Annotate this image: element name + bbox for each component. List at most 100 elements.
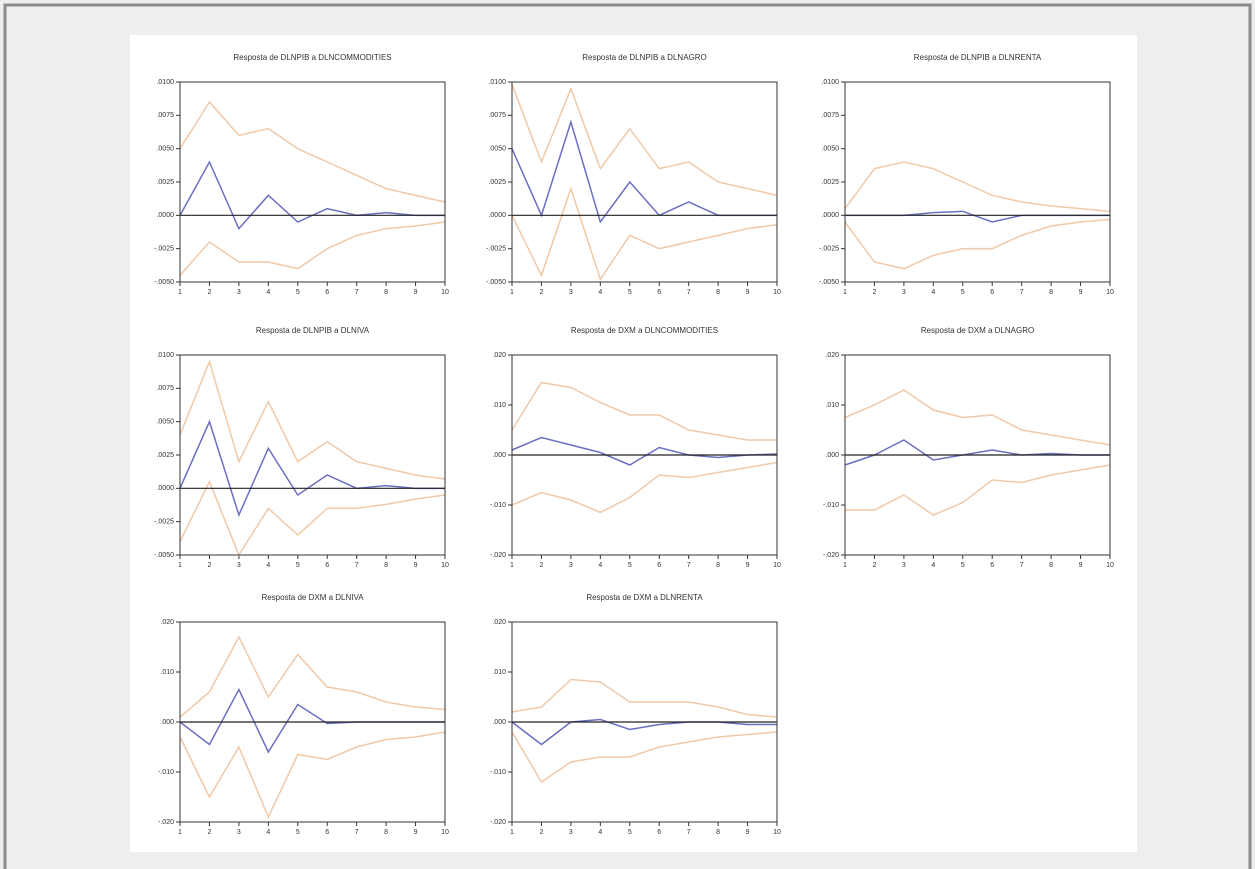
x-tick-label: 6 <box>990 289 994 296</box>
y-tick-label: -.0025 <box>154 519 174 526</box>
x-tick-label: 10 <box>441 289 449 296</box>
y-tick-label: .0100 <box>156 79 174 86</box>
y-tick-label: .020 <box>492 619 506 626</box>
y-tick-label: .020 <box>825 352 839 359</box>
y-tick-label: .0050 <box>156 146 174 153</box>
x-tick-label: 4 <box>266 562 270 569</box>
series-line <box>179 221 446 276</box>
plot-frame <box>179 354 446 556</box>
y-tick-label: -.0050 <box>154 552 174 559</box>
x-tick-label: 1 <box>178 562 182 569</box>
y-tick-label: -.0025 <box>154 246 174 253</box>
x-tick-label: 7 <box>355 829 359 836</box>
series-line <box>844 439 1110 466</box>
y-tick-label: -.010 <box>823 502 839 509</box>
y-tick-label: .000 <box>160 719 174 726</box>
x-tick-label: 6 <box>325 289 329 296</box>
chart-title: Resposta de DLNPIB a DLNRENTA <box>914 53 1042 62</box>
series-line <box>511 436 778 466</box>
x-tick-label: 10 <box>773 829 781 836</box>
x-tick-label: 4 <box>598 829 602 836</box>
chart-title: Resposta de DXM a DLNAGRO <box>921 326 1034 335</box>
y-tick-label: .010 <box>160 669 174 676</box>
x-tick-label: 3 <box>237 289 241 296</box>
x-tick-label: 8 <box>716 562 720 569</box>
y-tick-label: .000 <box>492 452 506 459</box>
x-tick-label: 6 <box>325 829 329 836</box>
series-line <box>511 381 777 441</box>
plot-frame <box>844 81 1111 283</box>
y-tick-label: .010 <box>825 402 839 409</box>
y-tick-label: .0000 <box>156 485 174 492</box>
x-tick-label: 6 <box>990 562 994 569</box>
y-tick-label: -.0025 <box>486 246 506 253</box>
y-tick-label: -.020 <box>823 552 839 559</box>
y-tick-label: -.0050 <box>154 279 174 286</box>
x-tick-label: 6 <box>657 829 661 836</box>
x-tick-label: 6 <box>657 289 661 296</box>
x-tick-label: 8 <box>384 289 388 296</box>
y-tick-label: .020 <box>492 352 506 359</box>
x-tick-label: 8 <box>716 289 720 296</box>
y-tick-label: .0075 <box>156 112 174 119</box>
x-tick-label: 7 <box>687 562 691 569</box>
x-tick-label: 1 <box>843 289 847 296</box>
series-line <box>511 678 778 718</box>
chart-title: Resposta de DLNPIB a DLNCOMMODITIES <box>233 53 391 62</box>
series-line <box>844 161 1111 213</box>
y-tick-label: -.0025 <box>819 246 839 253</box>
y-tick-label: -.0050 <box>486 279 506 286</box>
x-tick-label: 6 <box>325 562 329 569</box>
x-tick-label: 8 <box>384 562 388 569</box>
series-line <box>511 718 777 746</box>
x-tick-label: 4 <box>266 289 270 296</box>
x-tick-label: 9 <box>414 289 418 296</box>
y-tick-label: .0100 <box>156 352 174 359</box>
x-tick-label: 10 <box>441 829 449 836</box>
x-tick-label: 7 <box>1020 289 1024 296</box>
y-tick-label: .0075 <box>156 385 174 392</box>
x-tick-label: 3 <box>569 829 573 836</box>
y-tick-label: .000 <box>825 452 839 459</box>
frame <box>3 3 1252 869</box>
x-tick-label: 10 <box>1106 289 1114 296</box>
y-tick-label: -.010 <box>158 769 174 776</box>
plot-frame <box>179 81 446 283</box>
series-line <box>179 100 446 203</box>
y-tick-label: .0025 <box>156 452 174 459</box>
x-tick-label: 10 <box>773 289 781 296</box>
plot-frame <box>511 621 778 823</box>
series-line <box>511 461 778 514</box>
x-tick-label: 4 <box>266 829 270 836</box>
x-tick-label: 8 <box>716 829 720 836</box>
y-tick-label: .010 <box>492 669 506 676</box>
plot-frame <box>179 621 446 823</box>
x-tick-label: 7 <box>355 562 359 569</box>
x-tick-label: 3 <box>902 289 906 296</box>
x-tick-label: 2 <box>539 829 543 836</box>
x-tick-label: 2 <box>207 562 211 569</box>
plot-frame <box>511 354 778 556</box>
series-line <box>511 84 778 197</box>
x-tick-label: 7 <box>1020 562 1024 569</box>
y-tick-label: .0000 <box>821 212 839 219</box>
series-line <box>179 479 446 557</box>
y-tick-label: -.010 <box>490 502 506 509</box>
series-line <box>179 731 446 819</box>
x-tick-label: 2 <box>207 829 211 836</box>
x-tick-label: 4 <box>931 562 935 569</box>
x-tick-label: 7 <box>355 289 359 296</box>
x-tick-label: 6 <box>657 562 661 569</box>
y-tick-label: .0100 <box>488 79 506 86</box>
y-tick-label: .0075 <box>488 112 506 119</box>
x-tick-label: 2 <box>872 562 876 569</box>
x-tick-label: 5 <box>628 289 632 296</box>
series-line <box>844 218 1111 270</box>
x-tick-label: 8 <box>384 829 388 836</box>
plot-frame <box>511 81 778 283</box>
chart-title: Resposta de DXM a DLNRENTA <box>586 593 703 602</box>
x-tick-label: 9 <box>414 829 418 836</box>
chart-title: Resposta de DLNPIB a DLNAGRO <box>582 53 707 62</box>
x-tick-label: 5 <box>961 562 965 569</box>
x-tick-label: 1 <box>178 289 182 296</box>
